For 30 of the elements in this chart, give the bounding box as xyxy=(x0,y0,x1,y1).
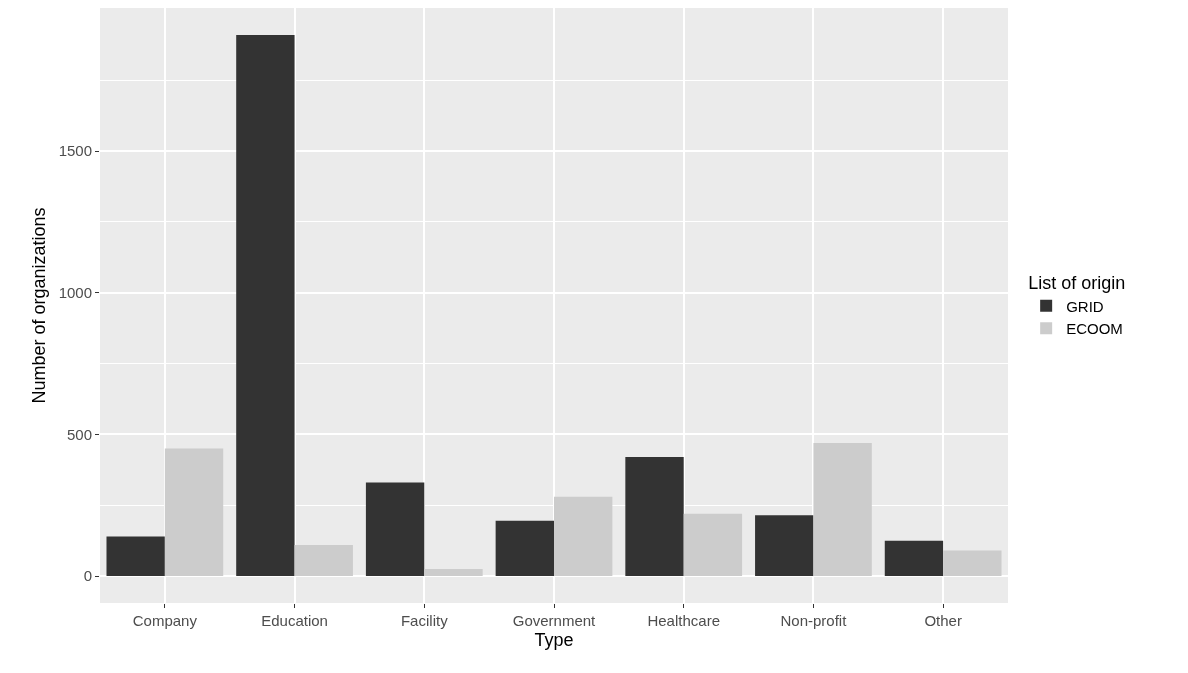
bar xyxy=(424,569,483,577)
x-tick-label: Other xyxy=(924,612,962,629)
legend-label: GRID xyxy=(1066,297,1104,315)
x-tick-label: Facility xyxy=(400,612,449,629)
x-tick-label: Education xyxy=(261,612,328,629)
y-tick-label: 1500 xyxy=(58,142,92,160)
bar xyxy=(683,513,743,577)
x-tick-label: Company xyxy=(132,612,198,629)
bar xyxy=(625,457,684,577)
bar xyxy=(236,34,295,577)
x-axis-title: Type xyxy=(534,630,574,651)
bar xyxy=(365,482,425,577)
x-tick-label: Non-profit xyxy=(780,612,848,629)
bar xyxy=(755,515,814,577)
y-axis-title: Number of organizations xyxy=(28,207,49,404)
bar xyxy=(884,540,944,577)
bar xyxy=(813,442,872,577)
x-tick-label: Healthcare xyxy=(647,612,720,629)
y-tick-label: 0 xyxy=(83,567,92,585)
bar xyxy=(106,536,165,577)
bar xyxy=(164,448,224,577)
x-tick-label: Government xyxy=(512,612,597,629)
bar xyxy=(294,544,353,577)
bar xyxy=(495,520,554,577)
y-tick-label: 500 xyxy=(66,425,92,443)
legend-title: List of origin xyxy=(1028,273,1126,294)
y-tick-label: 1000 xyxy=(58,284,92,301)
bar xyxy=(943,550,1002,577)
legend-label: ECOOM xyxy=(1066,320,1123,337)
bar xyxy=(554,496,613,577)
